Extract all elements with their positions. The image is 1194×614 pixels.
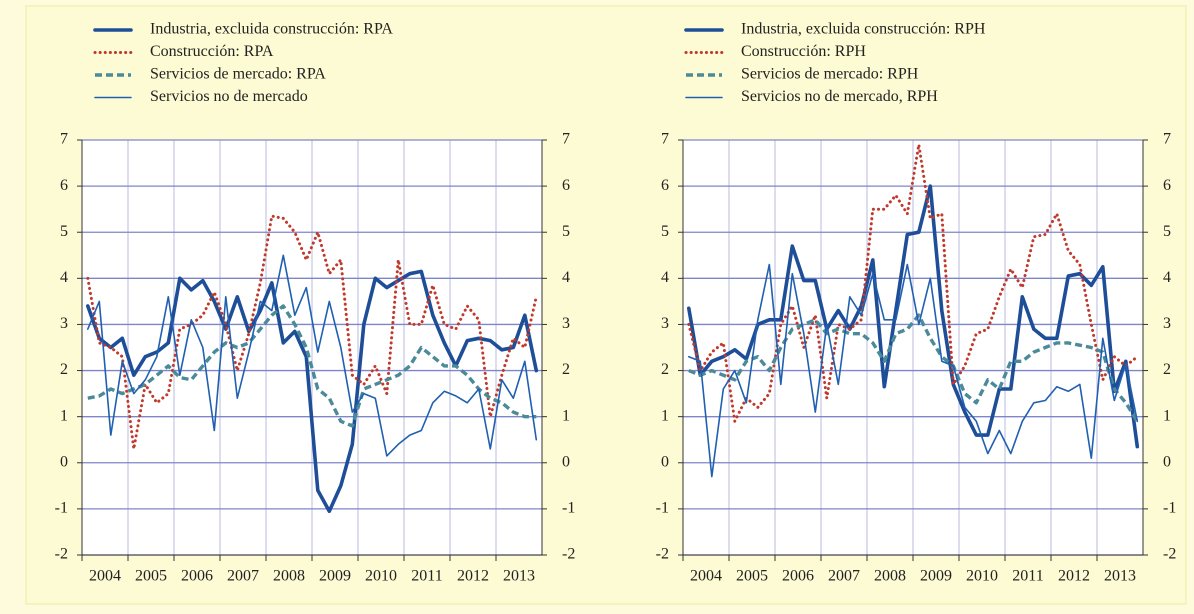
x-tick-label: 2009 bbox=[920, 568, 952, 585]
series-line bbox=[87, 254, 538, 457]
y2-tick-label: -2 bbox=[1163, 546, 1176, 563]
y-tick-label: 3 bbox=[661, 315, 669, 332]
series-line bbox=[687, 143, 1139, 423]
y2-tick-label: 5 bbox=[562, 223, 570, 240]
y-tick-label: -1 bbox=[656, 500, 669, 517]
x-tick-label: 2012 bbox=[457, 568, 489, 585]
series-line bbox=[687, 184, 1140, 449]
x-tick-label: 2013 bbox=[1104, 568, 1136, 585]
y2-tick-label: 7 bbox=[562, 131, 570, 148]
y-tick-label: 5 bbox=[661, 223, 669, 240]
legend-label: Construcción: RPH bbox=[741, 43, 866, 60]
y-tick-label: 6 bbox=[661, 177, 669, 194]
series-line bbox=[688, 313, 1139, 423]
legend-label: Servicios no de mercado bbox=[150, 88, 308, 105]
y2-tick-label: 4 bbox=[1163, 269, 1171, 286]
y-tick-label: 7 bbox=[661, 131, 669, 148]
x-tick-label: 2010 bbox=[365, 568, 397, 585]
y2-tick-label: 2 bbox=[562, 361, 570, 378]
y2-tick-label: 5 bbox=[1163, 223, 1171, 240]
y2-tick-label: 4 bbox=[562, 269, 570, 286]
y-tick-label: -2 bbox=[656, 546, 669, 563]
y2-tick-label: 3 bbox=[562, 315, 570, 332]
series-line bbox=[86, 269, 539, 513]
y-tick-label: 0 bbox=[60, 453, 68, 470]
y-tick-label: 4 bbox=[60, 269, 68, 286]
y2-tick-label: 6 bbox=[562, 177, 570, 194]
x-tick-label: 2005 bbox=[135, 568, 167, 585]
y2-tick-label: -1 bbox=[1163, 500, 1176, 517]
x-tick-label: 2011 bbox=[411, 568, 442, 585]
y2-tick-label: 1 bbox=[562, 407, 570, 424]
y-tick-label: -1 bbox=[55, 500, 68, 517]
x-tick-label: 2004 bbox=[690, 568, 722, 585]
x-tick-label: 2006 bbox=[782, 568, 814, 585]
x-tick-label: 2005 bbox=[736, 568, 768, 585]
y-tick-label: -2 bbox=[55, 546, 68, 563]
x-tick-label: 2006 bbox=[181, 568, 213, 585]
y2-tick-label: 0 bbox=[562, 453, 570, 470]
x-tick-label: 2013 bbox=[503, 568, 535, 585]
y-tick-label: 2 bbox=[60, 361, 68, 378]
x-tick-label: 2008 bbox=[273, 568, 305, 585]
y-tick-label: 6 bbox=[60, 177, 68, 194]
x-tick-label: 2011 bbox=[1012, 568, 1043, 585]
y-tick-label: 1 bbox=[661, 407, 669, 424]
x-tick-label: 2012 bbox=[1058, 568, 1090, 585]
y-tick-label: 5 bbox=[60, 223, 68, 240]
y2-tick-label: -2 bbox=[562, 546, 575, 563]
legend-label: Industria, excluida construcción: RPA bbox=[150, 21, 393, 38]
y-tick-label: 0 bbox=[661, 453, 669, 470]
y2-tick-label: 3 bbox=[1163, 315, 1171, 332]
y2-tick-label: 6 bbox=[1163, 177, 1171, 194]
y-tick-label: 3 bbox=[60, 315, 68, 332]
y2-tick-label: 0 bbox=[1163, 453, 1171, 470]
legend-label: Industria, excluida construcción: RPH bbox=[741, 21, 986, 38]
y-tick-label: 2 bbox=[661, 361, 669, 378]
y2-tick-label: 1 bbox=[1163, 407, 1171, 424]
y-tick-label: 4 bbox=[661, 269, 669, 286]
x-tick-label: 2007 bbox=[828, 568, 860, 585]
x-tick-label: 2008 bbox=[874, 568, 906, 585]
y2-tick-label: -1 bbox=[562, 500, 575, 517]
series-line bbox=[688, 263, 1139, 478]
x-tick-label: 2004 bbox=[89, 568, 121, 585]
x-tick-label: 2009 bbox=[319, 568, 351, 585]
x-tick-label: 2010 bbox=[966, 568, 998, 585]
legend-label: Servicios de mercado: RPH bbox=[741, 66, 919, 83]
x-tick-label: 2007 bbox=[227, 568, 259, 585]
series-line bbox=[86, 214, 538, 451]
y2-tick-label: 2 bbox=[1163, 361, 1171, 378]
y-tick-label: 1 bbox=[60, 407, 68, 424]
y2-tick-label: 7 bbox=[1163, 131, 1171, 148]
legend-label: Servicios no de mercado, RPH bbox=[741, 88, 938, 105]
legend-label: Construcción: RPA bbox=[150, 43, 274, 60]
series-line bbox=[87, 304, 537, 428]
y-tick-label: 7 bbox=[60, 131, 68, 148]
legend-label: Servicios de mercado: RPA bbox=[150, 66, 326, 83]
